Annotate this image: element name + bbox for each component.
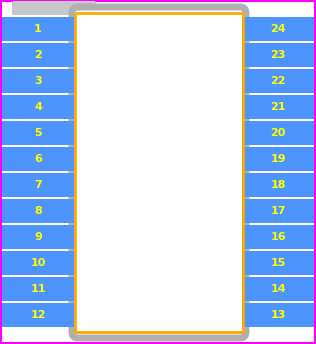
Text: 5: 5 xyxy=(34,128,42,138)
Bar xyxy=(2,303,74,327)
Text: 17: 17 xyxy=(270,206,286,216)
Text: 13: 13 xyxy=(270,310,286,320)
Bar xyxy=(242,147,314,171)
Bar xyxy=(2,43,74,67)
Bar xyxy=(242,199,314,223)
Bar xyxy=(242,251,314,275)
Text: 20: 20 xyxy=(270,128,286,138)
Bar xyxy=(242,303,314,327)
Text: 18: 18 xyxy=(270,180,286,190)
Text: 24: 24 xyxy=(270,24,286,34)
Text: 9: 9 xyxy=(34,232,42,242)
Bar xyxy=(2,121,74,145)
Bar xyxy=(2,225,74,249)
Text: 4: 4 xyxy=(34,102,42,112)
Bar xyxy=(242,121,314,145)
Text: 11: 11 xyxy=(30,284,46,294)
FancyBboxPatch shape xyxy=(72,7,246,338)
Text: 19: 19 xyxy=(270,154,286,164)
Text: 2: 2 xyxy=(34,50,42,60)
Bar xyxy=(2,251,74,275)
Text: 16: 16 xyxy=(270,232,286,242)
Bar xyxy=(242,277,314,301)
Text: 7: 7 xyxy=(34,180,42,190)
Text: 6: 6 xyxy=(34,154,42,164)
Text: 23: 23 xyxy=(270,50,286,60)
Text: 3: 3 xyxy=(34,76,42,86)
Text: 10: 10 xyxy=(30,258,46,268)
Text: 15: 15 xyxy=(270,258,286,268)
Text: 14: 14 xyxy=(270,284,286,294)
Bar xyxy=(242,69,314,93)
Bar xyxy=(2,199,74,223)
Bar xyxy=(2,147,74,171)
Bar xyxy=(242,225,314,249)
Bar xyxy=(242,43,314,67)
Text: 22: 22 xyxy=(270,76,286,86)
Bar xyxy=(2,173,74,197)
FancyBboxPatch shape xyxy=(12,1,96,15)
Text: 1: 1 xyxy=(34,24,42,34)
Bar xyxy=(2,95,74,119)
Text: 21: 21 xyxy=(270,102,286,112)
Bar xyxy=(2,69,74,93)
Bar xyxy=(242,17,314,41)
Text: 8: 8 xyxy=(34,206,42,216)
Bar xyxy=(242,95,314,119)
Bar xyxy=(2,277,74,301)
Bar xyxy=(2,17,74,41)
Bar xyxy=(242,173,314,197)
Text: 12: 12 xyxy=(30,310,46,320)
